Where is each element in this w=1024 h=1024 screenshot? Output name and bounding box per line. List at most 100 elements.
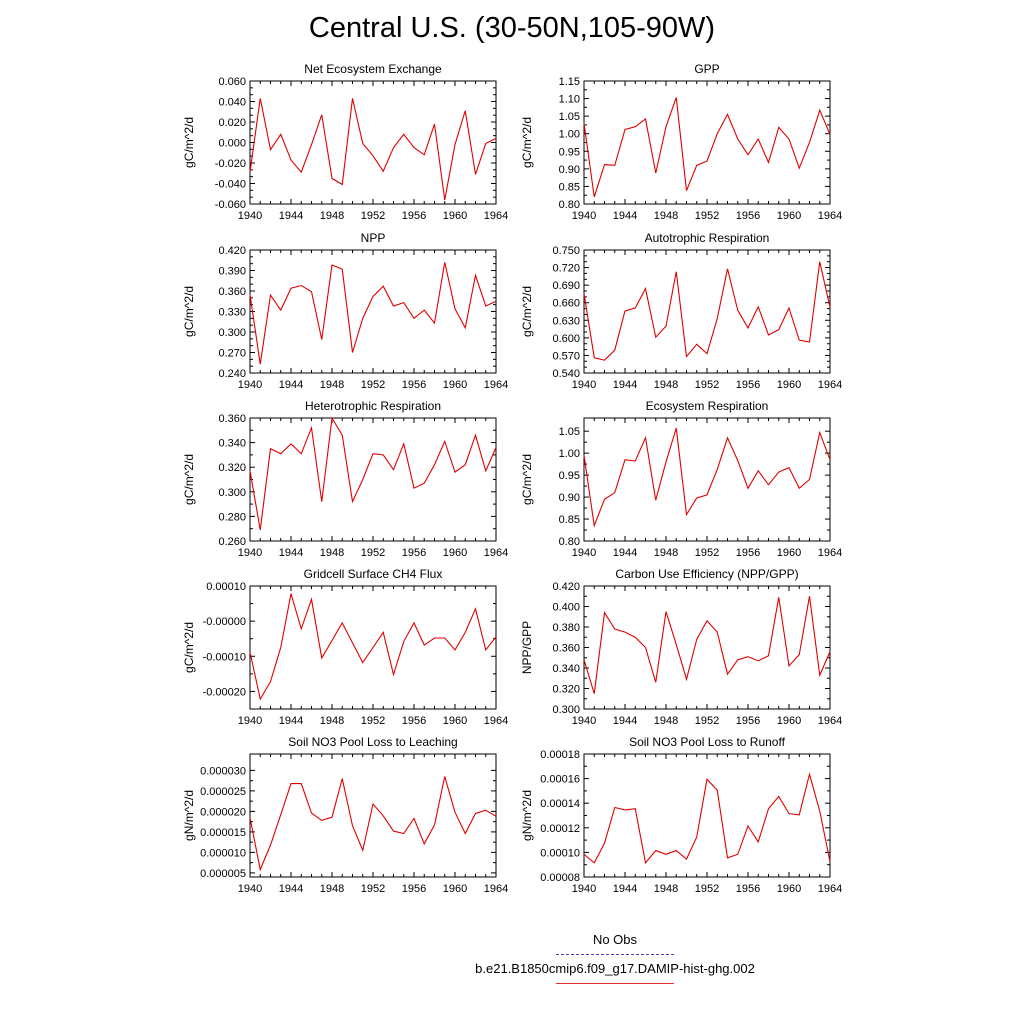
- panel-carbon-use-efficiency-npp-gpp: Carbon Use Efficiency (NPP/GPP) 1940 1944 1…: [520, 567, 842, 727]
- x-tick-label: 1952: [361, 547, 385, 559]
- y-tick-label: 1.05: [559, 426, 580, 438]
- x-tick-label: 1964: [818, 547, 842, 559]
- y-tick-label: 0.040: [218, 97, 246, 109]
- panel-frame: [249, 753, 497, 878]
- series-line-ecosystem-respiration: [583, 427, 831, 528]
- x-tick-label: 1956: [736, 547, 760, 559]
- y-tick-label: -0.00000: [203, 616, 246, 628]
- x-tick-label: 1956: [402, 547, 426, 559]
- y-tick-label: 0.00010: [540, 847, 580, 859]
- y-tick-label: 0.630: [552, 315, 580, 327]
- y-tick-label: 0.000: [218, 138, 246, 150]
- y-tick-label: 0.000005: [200, 868, 246, 880]
- x-tick-label: 1944: [613, 210, 637, 222]
- y-tick-label: 0.690: [552, 280, 580, 292]
- x-tick-label: 1948: [654, 715, 678, 727]
- panel-net-ecosystem-exchange: Net Ecosystem Exchange 1940 1944 1948 1952 19…: [182, 62, 508, 222]
- y-tick-label: 0.95: [559, 146, 580, 158]
- page-title: Central U.S. (30-50N,105-90W): [308, 12, 716, 44]
- x-tick-label: 1956: [736, 715, 760, 727]
- panel-title: GPP: [694, 62, 719, 76]
- x-tick-label: 1944: [613, 715, 637, 727]
- x-tick-label: 1960: [777, 379, 801, 391]
- y-tick-label: 0.340: [218, 438, 246, 450]
- x-tick-label: 1944: [279, 547, 303, 559]
- y-tick-label: 0.85: [559, 514, 580, 526]
- y-tick-label: 0.300: [218, 327, 246, 339]
- x-tick-label: 1956: [402, 883, 426, 895]
- y-tick-label: 0.750: [552, 245, 580, 257]
- y-tick-label: -0.060: [215, 199, 246, 211]
- panel-soil-no3-pool-loss-to-runoff: Soil NO3 Pool Loss to Runoff 1940 1944 1948…: [520, 735, 842, 895]
- x-tick-label: 1940: [238, 379, 262, 391]
- x-tick-label: 1940: [238, 883, 262, 895]
- x-tick-label: 1940: [572, 715, 596, 727]
- x-tick-label: 1952: [695, 715, 719, 727]
- x-tick-label: 1960: [777, 715, 801, 727]
- y-axis-label: gC/m^2/d: [520, 454, 534, 505]
- x-tick-label: 1940: [238, 547, 262, 559]
- x-tick-label: 1964: [484, 379, 508, 391]
- panel-autotrophic-respiration: Autotrophic Respiration 1940 1944 1948 1952 1…: [520, 231, 842, 391]
- y-tick-label: 0.540: [552, 368, 580, 380]
- x-tick-label: 1964: [818, 210, 842, 222]
- y-tick-label: 0.380: [552, 622, 580, 634]
- y-tick-label: 0.000030: [200, 765, 246, 777]
- y-tick-label: 0.570: [552, 350, 580, 362]
- y-tick-label: 0.80: [559, 199, 580, 211]
- y-tick-label: 0.00014: [540, 798, 580, 810]
- panel-title: NPP: [361, 231, 386, 245]
- panel-frame: [583, 585, 831, 710]
- y-axis-label: gC/m^2/d: [182, 286, 196, 337]
- y-tick-label: 0.720: [552, 263, 580, 275]
- panel-gridcell-surface-ch4-flux: Gridcell Surface CH4 Flux 1940 1944 1948 195…: [182, 567, 508, 727]
- x-tick-label: 1964: [484, 210, 508, 222]
- x-tick-label: 1948: [320, 715, 344, 727]
- x-tick-label: 1964: [818, 883, 842, 895]
- panel-heterotrophic-respiration: Heterotrophic Respiration 1940 1944 1948 195…: [182, 399, 508, 559]
- x-tick-label: 1964: [818, 715, 842, 727]
- y-tick-label: 0.360: [552, 643, 580, 655]
- x-tick-label: 1952: [361, 210, 385, 222]
- y-tick-label: 0.00008: [540, 872, 580, 884]
- y-tick-label: 0.80: [559, 536, 580, 548]
- panel-title: Gridcell Surface CH4 Flux: [304, 567, 443, 581]
- y-tick-label: 0.400: [552, 602, 580, 614]
- y-tick-label: 0.420: [552, 581, 580, 593]
- y-tick-label: 0.00016: [540, 774, 580, 786]
- x-tick-label: 1944: [279, 210, 303, 222]
- x-tick-label: 1944: [279, 883, 303, 895]
- y-tick-label: 0.600: [552, 333, 580, 345]
- panel-title: Net Ecosystem Exchange: [304, 62, 442, 76]
- x-tick-label: 1960: [443, 883, 467, 895]
- y-tick-label: -0.040: [215, 179, 246, 191]
- x-tick-label: 1960: [443, 379, 467, 391]
- series-line-autotrophic-respiration: [583, 261, 831, 361]
- y-tick-label: 1.05: [559, 111, 580, 123]
- panel-title: Heterotrophic Respiration: [305, 399, 441, 413]
- y-tick-label: 0.00012: [540, 823, 580, 835]
- panel-frame: [249, 249, 497, 374]
- y-tick-label: 0.270: [218, 348, 246, 360]
- y-tick-label: 0.000015: [200, 827, 246, 839]
- x-tick-label: 1952: [695, 210, 719, 222]
- x-tick-label: 1944: [613, 379, 637, 391]
- y-tick-label: 0.240: [218, 368, 246, 380]
- y-tick-label: 0.660: [552, 298, 580, 310]
- y-tick-label: 0.000010: [200, 847, 246, 859]
- y-tick-label: 0.300: [218, 487, 246, 499]
- y-tick-label: 0.020: [218, 117, 246, 129]
- y-tick-label: 1.15: [559, 76, 580, 88]
- y-axis-label: gN/m^2/d: [520, 790, 534, 841]
- y-tick-label: 0.390: [218, 266, 246, 278]
- x-tick-label: 1960: [443, 715, 467, 727]
- series-line-gpp: [583, 97, 831, 198]
- x-tick-label: 1964: [818, 379, 842, 391]
- y-tick-label: 0.320: [218, 462, 246, 474]
- y-axis-label: gC/m^2/d: [182, 117, 196, 168]
- x-tick-label: 1956: [402, 379, 426, 391]
- x-tick-label: 1964: [484, 547, 508, 559]
- x-tick-label: 1952: [695, 883, 719, 895]
- x-tick-label: 1944: [613, 883, 637, 895]
- panel-title: Ecosystem Respiration: [646, 399, 769, 413]
